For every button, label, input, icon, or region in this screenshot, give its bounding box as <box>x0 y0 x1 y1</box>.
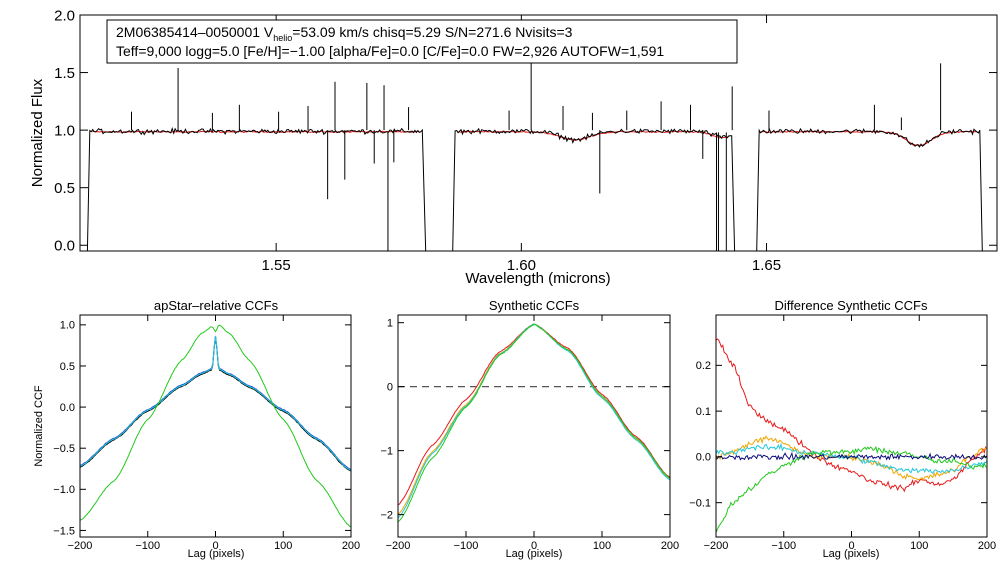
y-tick-label: 2.0 <box>54 7 75 24</box>
apstar-ccf-traces <box>79 324 352 528</box>
y-tick-label: 0.0 <box>696 452 711 464</box>
spectrum-observed-chip-3 <box>756 127 983 252</box>
ccf-series-3 <box>397 323 671 519</box>
y-tick-label: 0.5 <box>60 361 75 373</box>
spectrum-y-label: Normalized Flux <box>29 78 46 187</box>
y-tick-label: 0.0 <box>54 237 75 254</box>
ccf-series-3 <box>79 335 352 472</box>
ccf-series-4 <box>79 324 352 528</box>
y-tick-label: 1.5 <box>54 65 75 82</box>
x-tick-label: −100 <box>135 540 160 552</box>
apstar-ccf-y-label: Normalized CCF <box>33 385 45 467</box>
x-tick-label: 200 <box>342 540 360 552</box>
difference-ccf-x-label: Lag (pixels) <box>823 548 880 560</box>
star-id: 2M06385414–0050001 <box>116 24 260 40</box>
ccf-series-3 <box>715 442 988 474</box>
ccf-series-2 <box>715 435 988 482</box>
x-tick-label: 0 <box>848 540 854 552</box>
spectrum-info-box <box>106 19 738 64</box>
y-tick-label: −2 <box>380 509 393 521</box>
y-tick-label: 0.1 <box>696 406 711 418</box>
synthetic-ccf-x-label: Lag (pixels) <box>506 548 563 560</box>
y-tick-label: −0.5 <box>53 443 75 455</box>
vhelio-values: =53.09 km/s chisq=5.29 S/N=271.6 Nvisits… <box>292 24 572 40</box>
x-tick-label: 0 <box>212 540 218 552</box>
ccf-series-4 <box>397 324 671 523</box>
ccf-series-2 <box>79 335 352 470</box>
x-tick-label: −100 <box>771 540 796 552</box>
x-tick-label: 200 <box>978 540 996 552</box>
y-tick-label: 0.0 <box>60 402 75 414</box>
ccf-series-1 <box>397 323 671 506</box>
vhelio-subscript: helio <box>273 33 292 43</box>
x-tick-label: −100 <box>454 540 479 552</box>
difference-ccf-title: Difference Synthetic CCFs <box>775 298 928 313</box>
y-tick-label: −1.5 <box>53 525 75 537</box>
y-tick-label: 1.0 <box>60 320 75 332</box>
synthetic-ccf-traces <box>397 323 671 523</box>
x-tick-label: 1.60 <box>507 257 536 274</box>
y-tick-label: 0.5 <box>54 180 75 197</box>
x-tick-label: −200 <box>68 540 93 552</box>
spectrum-model-chip-3 <box>761 130 977 146</box>
spectrum-observed-chip-1 <box>86 127 427 252</box>
apstar-ccf-panel: −200 −100 0 100 200 −1.5 −1.0 −0.5 0.0 0.5 1.0 apS… <box>33 298 360 560</box>
y-tick-label: 0.2 <box>696 360 711 372</box>
x-tick-label: 1.55 <box>262 257 291 274</box>
x-tick-label: 1.65 <box>752 257 781 274</box>
synthetic-ccf-frame <box>397 314 671 538</box>
y-tick-label: −1 <box>380 445 393 457</box>
x-tick-label: 200 <box>661 540 679 552</box>
synthetic-ccf-panel: −200 −100 0 100 200 −2 −1 0 1 Synthetic CCFs Lag… <box>380 298 679 560</box>
y-tick-label: −0.1 <box>689 498 711 510</box>
spectrum-observed-chip-2 <box>452 127 736 252</box>
apstar-ccf-axes: −200 −100 0 100 200 −1.5 −1.0 −0.5 0.0 0.5 1.0 <box>53 315 360 552</box>
ccf-series-2 <box>397 323 671 515</box>
ccf-series-5 <box>715 451 988 461</box>
y-tick-label: 0 <box>387 382 393 394</box>
vhelio-symbol: V <box>264 24 274 40</box>
apstar-ccf-title: apStar–relative CCFs <box>154 298 279 313</box>
spectrum-traces <box>86 59 983 252</box>
x-tick-label: −200 <box>704 540 729 552</box>
y-tick-label: 1.0 <box>54 122 75 139</box>
ccf-series-4 <box>715 445 988 533</box>
synthetic-ccf-title: Synthetic CCFs <box>489 298 580 313</box>
spectrum-info-line2: Teff=9,000 logg=5.0 [Fe/H]=−1.00 [alpha/… <box>116 43 664 59</box>
spectrum-x-label: Wavelength (microns) <box>465 270 610 287</box>
ccf-series-1 <box>79 336 352 472</box>
synthetic-ccf-axes: −200 −100 0 100 200 −2 −1 0 1 <box>380 315 679 552</box>
x-tick-label: 100 <box>274 540 292 552</box>
x-tick-label: 100 <box>593 540 611 552</box>
spectrum-info-line1: 2M06385414–0050001 Vhelio=53.09 km/s chi… <box>116 24 573 43</box>
difference-ccf-frame <box>715 314 988 538</box>
y-tick-label: −1.0 <box>53 484 75 496</box>
x-tick-label: 100 <box>910 540 928 552</box>
ccf-series-1 <box>715 338 988 493</box>
spectrum-axes: 1.55 1.60 1.65 0.0 0.5 1.0 1.5 2.0 <box>54 7 997 274</box>
x-tick-label: −200 <box>386 540 411 552</box>
spectrum-panel: 1.55 1.60 1.65 0.0 0.5 1.0 1.5 2.0 2M06385414–0… <box>29 7 998 287</box>
y-tick-label: 1 <box>387 318 393 330</box>
apstar-ccf-frame <box>79 314 352 538</box>
difference-ccf-axes: −200 −100 0 100 200 −0.1 0.0 0.1 0.2 <box>689 315 996 552</box>
x-tick-label: 0 <box>531 540 537 552</box>
difference-ccf-traces <box>715 338 988 533</box>
apstar-ccf-x-label: Lag (pixels) <box>188 548 245 560</box>
difference-ccf-panel: −200 −100 0 100 200 −0.1 0.0 0.1 0.2 Difference … <box>689 298 996 560</box>
spectrum-frame <box>79 14 998 252</box>
